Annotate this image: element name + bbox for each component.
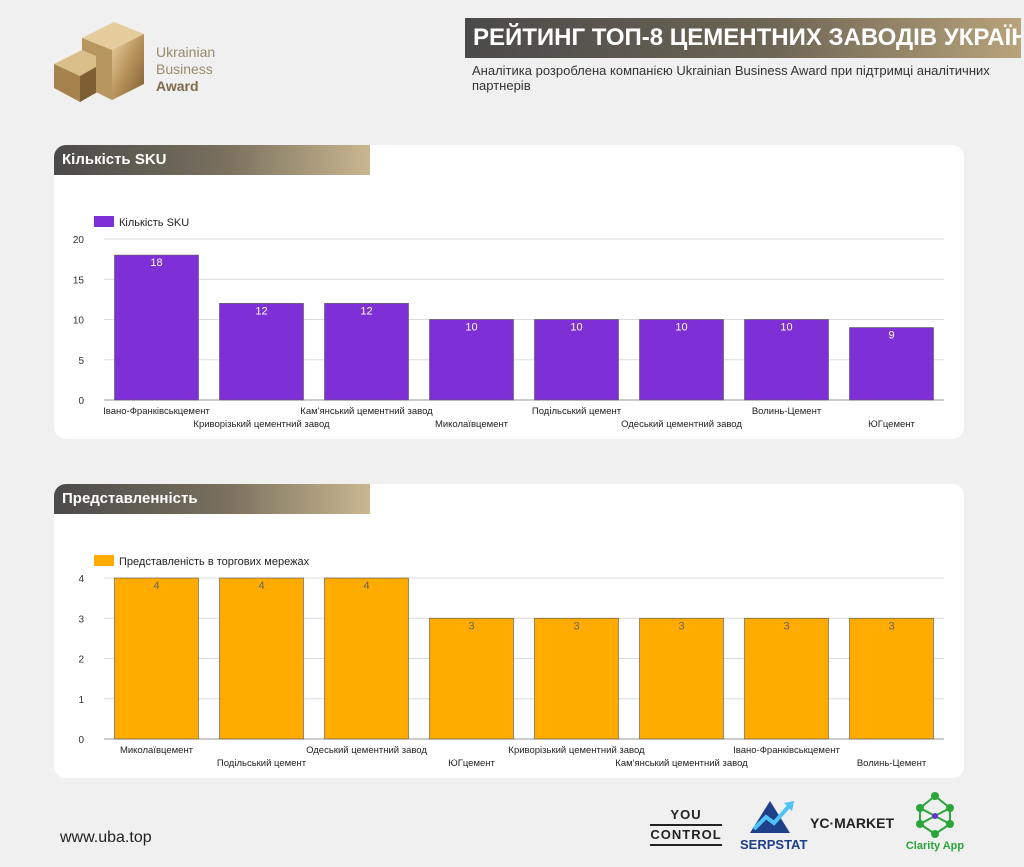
y-tick-label: 0 — [78, 396, 84, 407]
data-label: 3 — [783, 620, 789, 632]
x-tick-label: Криворізький цементний завод — [193, 419, 330, 430]
x-tick-label: Кам'янський цементний завод — [300, 406, 433, 417]
data-label: 4 — [258, 580, 264, 592]
x-tick-label: Миколаївцемент — [120, 745, 194, 756]
x-tick-label: Подільський цемент — [217, 758, 307, 769]
y-tick-label: 20 — [73, 235, 85, 246]
bar — [429, 319, 514, 401]
data-label: 3 — [888, 620, 894, 632]
data-label: 10 — [675, 322, 687, 334]
data-label: 4 — [363, 580, 369, 592]
representation-chart: Представленість в торгових мережах 0 1 2 3 4 4… — [78, 555, 944, 769]
logo-line-3: Award — [156, 78, 199, 94]
bar — [219, 577, 304, 740]
x-tick-label: ЮГцемент — [868, 419, 915, 430]
y-tick-label: 3 — [78, 614, 84, 625]
x-tick-label: Волинь-Цемент — [752, 406, 822, 417]
clarity-label: Clarity App — [905, 840, 965, 852]
serpstat-icon — [750, 801, 794, 833]
x-tick-label: ЮГцемент — [448, 758, 495, 769]
data-label: 12 — [255, 305, 267, 317]
x-tick-label: Івано-Франківськцемент — [733, 745, 840, 756]
youcontrol-text-2: CONTROL — [650, 827, 722, 842]
y-tick-label: 15 — [73, 275, 85, 286]
x-tick-label: Миколаївцемент — [435, 419, 509, 430]
y-tick-label: 1 — [78, 695, 84, 706]
legend-swatch — [94, 555, 114, 566]
representation-section-header: Представленність — [54, 484, 370, 514]
youcontrol-logo: YOU CONTROL — [650, 808, 722, 848]
legend-label: Кількість SKU — [119, 217, 189, 229]
serpstat-logo: SERPSTAT — [740, 795, 808, 852]
bar — [534, 617, 619, 740]
x-tick-label: Волинь-Цемент — [857, 758, 927, 769]
data-label: 12 — [360, 305, 372, 317]
bar — [324, 577, 409, 740]
page-subtitle: Аналітика розроблена компанією Ukrainian… — [472, 63, 990, 93]
bar — [114, 577, 199, 740]
bar — [534, 319, 619, 401]
representation-card: Представленність Представленість в торго… — [54, 484, 964, 778]
bar — [639, 617, 724, 740]
footer-url[interactable]: www.uba.top — [60, 829, 152, 846]
serpstat-label: SERPSTAT — [740, 837, 808, 852]
logo-line-1: Ukrainian — [156, 44, 216, 60]
sku-section-header: Кількість SKU — [54, 145, 370, 175]
data-label: 10 — [570, 322, 582, 334]
clarity-icon — [916, 792, 954, 838]
bar — [219, 303, 304, 401]
bar — [744, 617, 829, 740]
bar — [324, 303, 409, 401]
sku-card: Кількість SKU Кількість SKU 0 5 10 15 20 18 Іва… — [54, 145, 964, 439]
x-tick-label: Івано-Франківськцемент — [103, 406, 210, 417]
data-label: 3 — [573, 620, 579, 632]
bar — [849, 327, 934, 401]
x-tick-label: Подільський цемент — [532, 406, 622, 417]
data-label: 3 — [468, 620, 474, 632]
y-tick-label: 4 — [78, 574, 84, 585]
uba-logo — [54, 22, 144, 102]
x-tick-label: Одеський цементний завод — [621, 419, 742, 430]
bar — [114, 254, 199, 401]
y-tick-label: 10 — [73, 316, 85, 327]
y-tick-label: 0 — [78, 735, 84, 746]
legend-swatch — [94, 216, 114, 227]
data-label: 4 — [153, 580, 159, 592]
bar — [639, 319, 724, 401]
bar — [429, 617, 514, 740]
logo-line-2: Business — [156, 61, 213, 77]
x-tick-label: Криворізький цементний завод — [508, 745, 645, 756]
ycmarket-logo: YC·MARKET — [810, 815, 894, 831]
y-tick-label: 5 — [78, 356, 84, 367]
x-tick-label: Кам'янський цементний завод — [615, 758, 748, 769]
y-tick-label: 2 — [78, 655, 84, 666]
data-label: 18 — [150, 257, 162, 269]
sku-chart: Кількість SKU 0 5 10 15 20 18 Івано-Франківськц… — [73, 216, 944, 430]
data-label: 10 — [465, 322, 477, 334]
data-label: 3 — [678, 620, 684, 632]
x-tick-label: Одеський цементний завод — [306, 745, 427, 756]
clarity-app-logo: Clarity App — [900, 790, 970, 856]
youcontrol-text-1: YOU — [670, 807, 702, 822]
logo-text: Ukrainian Business Award — [156, 44, 215, 95]
bar — [744, 319, 829, 401]
page-title: РЕЙТИНГ ТОП-8 ЦЕМЕНТНИХ ЗАВОДІВ УКРАЇНИ — [465, 18, 1021, 58]
legend-label: Представленість в торгових мережах — [119, 556, 310, 568]
bar — [849, 617, 934, 740]
data-label: 9 — [888, 330, 894, 342]
data-label: 10 — [780, 322, 792, 334]
